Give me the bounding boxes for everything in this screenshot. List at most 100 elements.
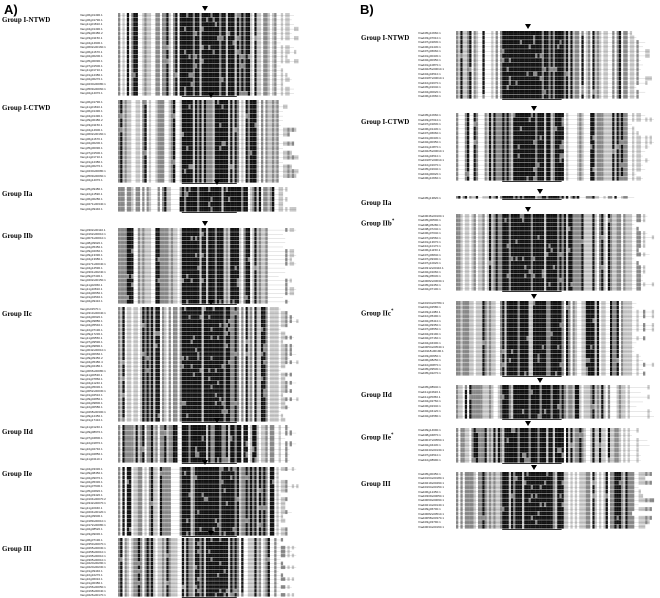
residue-cell — [252, 178, 255, 183]
residue-cell — [148, 82, 152, 87]
residue-cell — [186, 159, 189, 165]
residue-cell — [254, 331, 257, 336]
residue-cell — [168, 257, 171, 262]
residue-cell — [254, 291, 257, 296]
residue-cell — [267, 22, 270, 27]
residue-cell — [280, 54, 284, 59]
residue-cell — [223, 236, 226, 241]
residue-cell — [234, 159, 237, 165]
residue-cell — [184, 331, 187, 336]
residue-cell — [162, 132, 165, 137]
residue-cell — [181, 59, 185, 64]
residue-cell — [168, 197, 171, 202]
residue-cell — [274, 368, 277, 373]
residue-cell — [208, 356, 211, 360]
residue-cell — [155, 86, 158, 91]
residue-cell — [272, 36, 275, 41]
residue-cell — [173, 155, 176, 160]
residue-cell — [188, 335, 191, 340]
residue-cell — [241, 192, 244, 197]
residue-cell — [122, 266, 125, 270]
residue-cell — [276, 319, 279, 324]
residue-cell — [214, 356, 218, 360]
residue-cell — [129, 240, 132, 245]
residue-cell — [272, 45, 275, 50]
residue-cell — [289, 352, 292, 356]
residue-cell — [137, 291, 141, 296]
residue-cell — [285, 86, 288, 91]
residue-cell — [168, 68, 171, 73]
residue-cell — [197, 207, 200, 212]
residue-cell — [168, 335, 171, 340]
residue-cell — [243, 207, 246, 212]
residue-cell — [236, 364, 240, 369]
residue-cell — [272, 178, 275, 183]
residue-cell — [230, 127, 233, 132]
residue-cell — [162, 82, 165, 87]
residue-cell — [186, 295, 189, 300]
residue-cell — [133, 45, 136, 50]
residue-cell — [195, 63, 198, 68]
residue-cell — [146, 45, 149, 50]
residue-cell — [261, 249, 264, 253]
residue-cell — [170, 173, 174, 178]
residue-cell — [146, 228, 149, 232]
residue-cell — [214, 372, 218, 377]
residue-cell — [256, 232, 259, 237]
residue-cell — [254, 274, 257, 279]
residue-cell — [225, 13, 229, 18]
residue-cell — [124, 146, 127, 151]
residue-cell — [179, 228, 182, 232]
residue-cell — [217, 54, 220, 59]
residue-cell — [214, 109, 218, 114]
residue-cell — [252, 274, 255, 279]
residue-cell — [272, 360, 275, 365]
residue-cell — [252, 261, 255, 266]
residue-cell — [188, 17, 191, 22]
residue-cell — [188, 343, 191, 348]
residue-cell — [175, 360, 178, 365]
residue-cell — [267, 113, 270, 119]
residue-cell — [241, 169, 244, 174]
residue-cell — [126, 331, 130, 336]
residue-cell — [208, 187, 211, 192]
residue-cell — [210, 249, 213, 253]
residue-cell — [162, 307, 165, 311]
residue-cell — [261, 240, 264, 245]
residue-cell — [153, 352, 156, 356]
residue-cell — [212, 26, 215, 32]
residue-cell — [269, 307, 273, 311]
residue-cell — [245, 307, 248, 311]
residue-cell — [142, 368, 145, 373]
residue-cell — [164, 368, 167, 373]
residue-cell — [247, 173, 251, 178]
residue-cell — [190, 68, 193, 73]
residue-cell — [236, 331, 240, 336]
residue-cell — [144, 228, 147, 232]
residue-cell — [274, 339, 277, 344]
residue-cell — [181, 100, 185, 105]
residue-cell — [159, 232, 163, 237]
residue-cell — [250, 68, 253, 73]
residue-cell — [142, 155, 145, 160]
residue-cell — [219, 240, 222, 245]
residue-cell — [155, 123, 158, 128]
residue-cell — [272, 187, 275, 192]
residue-cell — [228, 274, 231, 279]
residue-cell — [168, 54, 171, 59]
residue-cell — [135, 26, 138, 32]
residue-cell — [137, 150, 141, 155]
residue-cell — [140, 323, 143, 328]
residue-cell — [195, 331, 198, 336]
residue-cell — [192, 132, 196, 137]
residue-cell — [157, 63, 160, 68]
residue-cell — [203, 59, 207, 64]
residue-cell — [230, 368, 233, 373]
residue-cell — [272, 136, 275, 142]
residue-cell — [203, 22, 207, 27]
residue-cell — [212, 31, 215, 36]
residue-cell — [230, 207, 233, 212]
residue-cell — [221, 249, 224, 253]
residue-cell — [199, 257, 202, 262]
residue-cell — [142, 49, 145, 55]
